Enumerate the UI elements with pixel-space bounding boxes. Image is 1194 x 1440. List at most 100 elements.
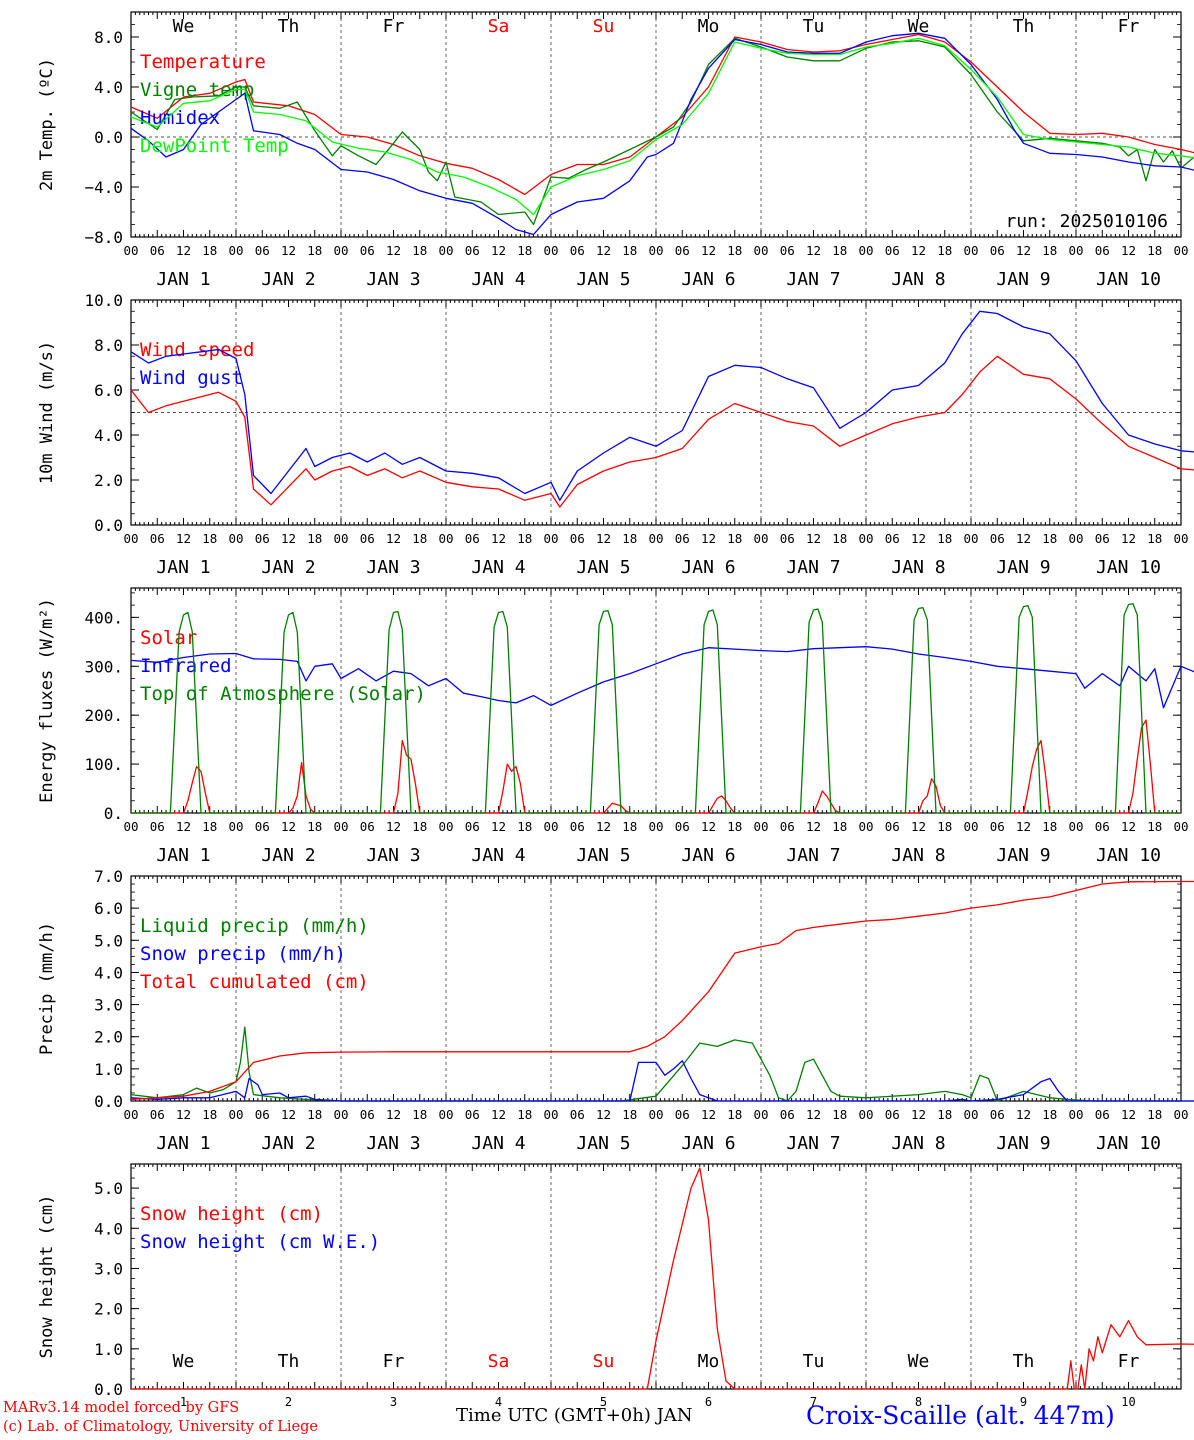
y-tick-label: 8.0 [94, 336, 123, 355]
day-number-label: 1 [180, 1395, 187, 1409]
date-label: JAN 8 [891, 1133, 945, 1154]
hour-tick-label: 06 [1095, 819, 1110, 834]
date-label: JAN 7 [786, 269, 840, 290]
hour-tick-label: 18 [517, 819, 532, 834]
hour-tick-label: 00 [438, 531, 453, 546]
weekday-label: Fr [1118, 1351, 1140, 1372]
hour-tick-label: 12 [386, 243, 401, 258]
hour-tick-label: 00 [1173, 1107, 1188, 1122]
run-label: run: 2025010106 [1005, 211, 1168, 232]
hour-tick-label: 00 [648, 243, 663, 258]
hour-tick-label: 18 [1147, 243, 1162, 258]
hour-tick-label: 06 [360, 1107, 375, 1122]
hour-tick-label: 06 [150, 531, 165, 546]
y-tick-label: 0.0 [94, 1092, 123, 1111]
hour-tick-label: 00 [1068, 819, 1083, 834]
weekday-label: Sa [488, 1351, 510, 1372]
legend-entry: Infrared [140, 655, 232, 677]
date-label: JAN 1 [156, 269, 210, 290]
hour-tick-label: 06 [780, 531, 795, 546]
legend-entry: Wind speed [140, 339, 254, 361]
weekday-label: Fr [1118, 16, 1140, 37]
weekday-label: Su [593, 1351, 615, 1372]
hour-tick-label: 06 [465, 243, 480, 258]
day-number-label: 3 [390, 1395, 397, 1409]
date-label: JAN 1 [156, 557, 210, 578]
hour-tick-label: 00 [123, 243, 138, 258]
hour-tick-label: 06 [465, 1107, 480, 1122]
legend-entry: Snow precip (mm/h) [140, 943, 346, 965]
series-line [130, 355, 1194, 508]
date-label: JAN 9 [996, 557, 1050, 578]
hour-tick-label: 00 [438, 1107, 453, 1122]
y-tick-label: 4.0 [94, 1219, 123, 1238]
hour-tick-label: 12 [176, 243, 191, 258]
y-tick-label: 4.0 [94, 78, 123, 97]
hour-tick-label: 06 [990, 531, 1005, 546]
legend-entry: Temperature [140, 51, 266, 73]
series-line [130, 32, 1194, 236]
hour-tick-label: 12 [1016, 819, 1031, 834]
series-line [130, 33, 1194, 196]
hour-tick-label: 18 [622, 243, 637, 258]
hour-tick-label: 12 [491, 819, 506, 834]
hour-tick-label: 12 [701, 531, 716, 546]
date-label: JAN 6 [681, 845, 735, 866]
hour-tick-label: 06 [990, 819, 1005, 834]
hour-tick-label: 06 [1095, 243, 1110, 258]
hour-tick-label: 00 [753, 1107, 768, 1122]
hour-tick-label: 00 [228, 531, 243, 546]
weekday-label: Tu [803, 1351, 825, 1372]
hour-tick-label: 18 [412, 1107, 427, 1122]
date-label: JAN 4 [471, 557, 525, 578]
hour-tick-label: 00 [1173, 243, 1188, 258]
day-number-label: 8 [915, 1395, 922, 1409]
hour-tick-label: 12 [1016, 531, 1031, 546]
hour-tick-label: 12 [491, 531, 506, 546]
hour-tick-label: 06 [465, 531, 480, 546]
hour-tick-label: 00 [1173, 531, 1188, 546]
hour-tick-label: 00 [543, 1107, 558, 1122]
y-axis-title: 2m Temp. (ºC) [37, 58, 57, 191]
panel-4: 0.0 1.0 2.0 3.0 4.0 5.0 6.0 7.0 Precip (mm/h) 00 0… [37, 867, 1194, 1154]
credit-line-2: (c) Lab. of Climatology, University of L… [3, 1419, 318, 1435]
legend-entry: Humidex [140, 107, 220, 129]
hour-tick-label: 00 [753, 243, 768, 258]
hour-tick-label: 06 [675, 243, 690, 258]
hour-tick-label: 00 [963, 243, 978, 258]
y-tick-label: 4.0 [94, 426, 123, 445]
day-number-label: 2 [285, 1395, 292, 1409]
hour-tick-label: 00 [333, 243, 348, 258]
hour-tick-label: 18 [412, 531, 427, 546]
legend-entry: Snow height (cm) [140, 1203, 323, 1225]
hour-tick-label: 18 [937, 1107, 952, 1122]
hour-tick-label: 12 [1016, 243, 1031, 258]
weekday-label: Fr [383, 1351, 405, 1372]
hour-tick-label: 06 [885, 531, 900, 546]
hour-tick-label: 12 [911, 1107, 926, 1122]
y-tick-label: 0.0 [94, 1380, 123, 1399]
hour-tick-label: 18 [937, 243, 952, 258]
date-label: JAN 6 [681, 1133, 735, 1154]
day-number-label: 7 [810, 1395, 817, 1409]
y-tick-label: 5.0 [94, 1179, 123, 1198]
hour-tick-label: 12 [806, 1107, 821, 1122]
date-label: JAN 5 [576, 557, 630, 578]
date-label: JAN 3 [366, 557, 420, 578]
hour-tick-label: 18 [1147, 1107, 1162, 1122]
hour-tick-label: 00 [1173, 819, 1188, 834]
hour-tick-label: 18 [202, 1107, 217, 1122]
y-tick-label: 3.0 [94, 996, 123, 1015]
day-number-label: 6 [705, 1395, 712, 1409]
hour-tick-label: 12 [596, 531, 611, 546]
weekday-label: Th [1013, 1351, 1035, 1372]
hour-tick-label: 00 [543, 243, 558, 258]
hour-tick-label: 06 [255, 1107, 270, 1122]
hour-tick-label: 18 [1042, 1107, 1057, 1122]
date-label: JAN 6 [681, 269, 735, 290]
hour-tick-label: 12 [281, 531, 296, 546]
hour-tick-label: 06 [990, 1107, 1005, 1122]
hour-tick-label: 00 [1068, 243, 1083, 258]
date-label: JAN 5 [576, 269, 630, 290]
hour-tick-label: 12 [701, 1107, 716, 1122]
